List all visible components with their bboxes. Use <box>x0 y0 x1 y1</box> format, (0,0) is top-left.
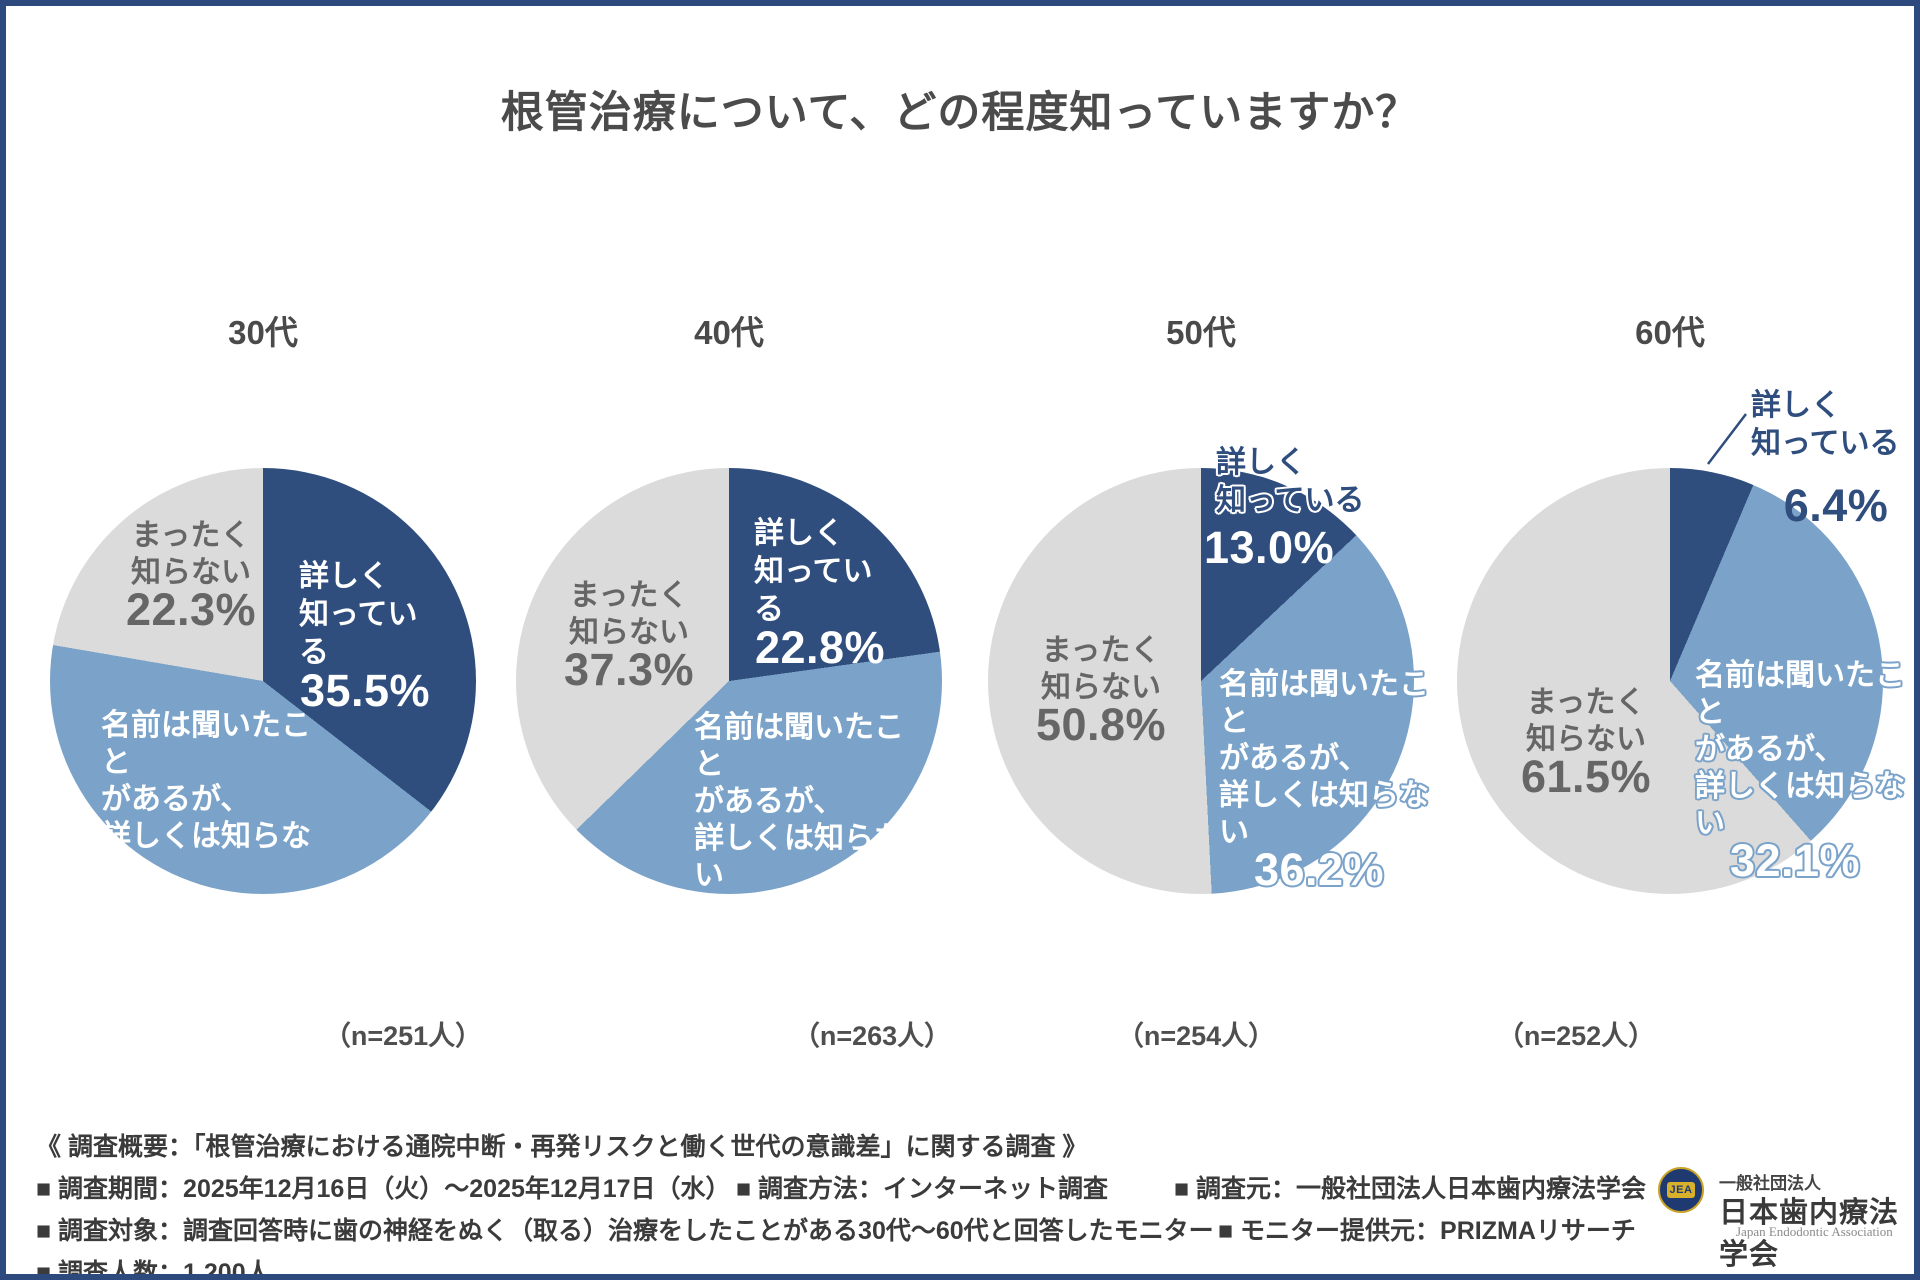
pie60-heard-value: 32.1% <box>1729 835 1861 886</box>
pie-chart-50s <box>988 468 1414 894</box>
pie-chart-30s <box>50 468 476 894</box>
survey-monitor-provider: ■ モニター提供元：PRIZMAリサーチ <box>1218 1217 1636 1245</box>
pie50-not-know-value: 50.8% <box>1035 699 1167 750</box>
survey-method: ■ 調査方法：インターネット調査 <box>736 1175 1109 1203</box>
jea-emblem-icon: JEA <box>1658 1167 1704 1213</box>
pie60-not-know-value: 61.5% <box>1520 751 1652 802</box>
pie50-know-well-value: 13.0% <box>1204 522 1335 573</box>
pie60-heard-label: 名前は聞いたこと があるが、 詳しくは知らない 32.1% <box>1695 659 1905 886</box>
survey-count: ■ 調査人数：1,200人 <box>36 1259 271 1280</box>
pie40-know-well-label: 詳しく 知っている 22.8% <box>754 517 886 673</box>
pie60-know-well-value: 6.4% <box>1783 480 1889 531</box>
sample-size-30s: （n=251人） <box>323 1021 483 1051</box>
age-group-title-50s: 50代 <box>1166 314 1236 351</box>
sample-size-40s: （n=263人） <box>792 1021 952 1051</box>
pie50-not-know-label: まったく 知らない 50.8% <box>1001 632 1201 750</box>
sample-size-60s: （n=252人） <box>1496 1021 1656 1051</box>
pie40-not-know-value: 37.3% <box>563 644 695 695</box>
pie60-not-know-label: まったく 知らない 61.5% <box>1486 684 1686 802</box>
pie50-know-well-label: 詳しく 知っている <box>1216 446 1365 517</box>
age-group-title-60s: 60代 <box>1635 314 1705 351</box>
survey-target: ■ 調査対象：調査回答時に歯の神経をぬく（取る）治療をしたことがある30代〜60… <box>36 1217 1214 1245</box>
pie30-not-know-value: 22.3% <box>125 584 257 635</box>
logo-org-name-en: Japan Endodontic Association <box>1736 1224 1893 1239</box>
age-group-title-40s: 40代 <box>694 314 764 351</box>
logo-org-name: 日本歯内療法学会 <box>1719 1197 1900 1271</box>
pie30-heard-value: 42.2% <box>143 885 274 936</box>
pie30-not-know-label: まったく 知らない 22.3% <box>91 517 291 635</box>
page-title: 根管治療について、どの程度知っていますか？ <box>500 89 1420 137</box>
pie40-know-well-value: 22.8% <box>754 622 886 673</box>
age-group-title-30s: 30代 <box>228 314 298 351</box>
pie50-heard-value: 36.2% <box>1253 844 1385 895</box>
pie30-know-well-value: 35.5% <box>299 665 431 716</box>
pie30-heard-label: 名前は聞いたこと があるが、 詳しくは知らない 42.2% <box>101 707 316 936</box>
pie60-know-well-label: 詳しく 知っている <box>1751 389 1900 460</box>
pie-chart-40s <box>516 468 942 894</box>
jea-emblem-text: JEA <box>1666 1182 1696 1198</box>
pie40-heard-label: 名前は聞いたこと があるが、 詳しくは知らない 39.9% <box>694 709 909 938</box>
logo-org-type: 一般社団法人 <box>1719 1174 1821 1193</box>
survey-overview-heading: 《 調査概要：「根管治療における通院中断・再発リスクと働く世代の意識差」に関する… <box>36 1133 1088 1161</box>
pie50-heard-label: 名前は聞いたこと があるが、 詳しくは知らない 36.2% <box>1219 668 1429 895</box>
pie40-heard-value: 39.9% <box>736 887 867 938</box>
survey-source: ■ 調査元：一般社団法人日本歯内療法学会 <box>1174 1175 1647 1203</box>
pie40-not-know-label: まったく 知らない 37.3% <box>529 577 729 695</box>
pie-chart-60s <box>1457 468 1883 894</box>
sample-size-50s: （n=254人） <box>1116 1021 1276 1051</box>
survey-period: ■ 調査期間：2025年12月16日（火）〜2025年12月17日（水） <box>36 1175 731 1203</box>
pie30-know-well-label: 詳しく 知っている 35.5% <box>299 560 431 716</box>
leader-line-60s <box>1707 413 1747 465</box>
